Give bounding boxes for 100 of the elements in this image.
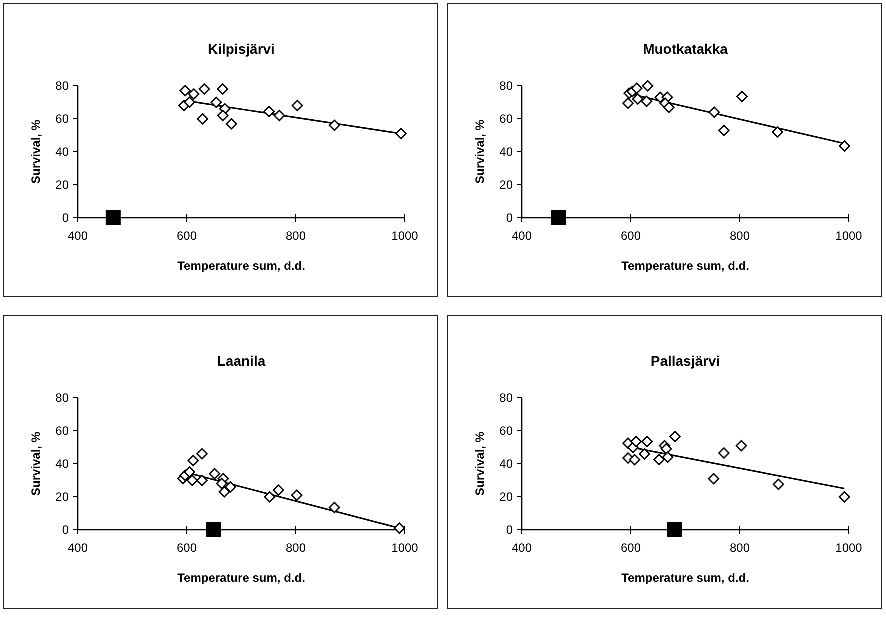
y-tick-label: 0 [62,211,70,226]
point [197,113,209,125]
y-tick-label: 40 [500,457,514,472]
point [210,96,222,108]
y-tick-label: 20 [56,490,70,504]
point [838,140,850,152]
x-axis-title: Temperature sum, d.d. [622,571,750,585]
y-axis-title: Survival, % [473,432,487,496]
point [224,481,236,493]
chart-title: Kilpisjärvi [208,41,275,57]
point [264,106,275,118]
x-axis-title: Temperature sum, d.d. [178,571,306,585]
y-tick-label: 40 [56,145,70,160]
point [708,473,720,485]
point [551,210,566,226]
point [772,478,784,490]
y-tick-label: 40 [56,457,70,472]
point [622,98,634,110]
point [718,448,730,459]
point [631,82,643,94]
x-tick-label: 600 [176,229,198,243]
point [328,120,340,132]
point [838,491,850,503]
point [395,128,407,140]
point [226,118,238,130]
point [630,436,642,448]
point [217,84,229,95]
x-axis-title: Temperature sum, d.d. [178,259,306,273]
y-tick-label: 80 [56,79,70,94]
x-tick-label: 800 [730,541,750,555]
x-tick-label: 1000 [392,229,419,243]
y-tick-label: 60 [500,424,514,438]
point [180,85,192,97]
point [772,126,784,138]
point [188,88,200,100]
x-tick-label: 600 [620,541,642,555]
point [217,110,229,122]
point [328,502,340,514]
point [736,91,748,102]
point [184,96,196,108]
y-tick-label: 80 [500,391,514,406]
point [206,522,222,538]
x-tick-label: 600 [620,229,642,243]
y-tick-label: 60 [56,424,70,438]
point [264,491,276,503]
y-tick-label: 20 [500,490,514,504]
y-tick-label: 80 [500,79,514,94]
point [274,110,286,122]
point [218,486,230,498]
x-axis-title: Temperature sum, d.d. [622,259,750,273]
x-tick-label: 800 [286,541,306,555]
point [106,210,121,226]
x-tick-label: 400 [68,229,88,243]
point [654,454,666,466]
point [209,468,220,480]
x-tick-label: 400 [68,541,88,555]
point [669,431,681,442]
point [660,443,672,455]
point [642,80,654,92]
point [184,466,196,478]
chart-title: Muotkatakka [643,41,728,57]
point [718,124,730,136]
point [198,84,210,95]
point [642,436,654,448]
y-tick-label: 0 [506,523,514,538]
y-tick-label: 20 [500,178,514,192]
point [188,455,200,466]
point [663,102,675,114]
point [641,96,653,108]
point [196,448,208,460]
point [632,94,644,105]
x-tick-label: 800 [286,229,306,243]
y-tick-label: 0 [62,523,70,538]
x-tick-label: 1000 [836,541,863,555]
point [292,100,304,112]
point [394,522,406,534]
point [186,474,198,486]
x-tick-label: 400 [512,541,532,555]
point [667,522,682,538]
y-axis-title: Survival, % [29,120,43,184]
chart-title: Pallasjärvi [650,353,720,369]
point [708,106,720,118]
x-tick-label: 600 [176,541,198,555]
point [216,478,228,490]
point [638,448,650,460]
x-tick-label: 1000 [836,229,863,243]
point [629,454,641,466]
y-tick-label: 20 [56,178,70,192]
chart-title: Laanila [217,353,266,369]
y-tick-label: 60 [56,112,70,126]
point [736,440,748,452]
y-tick-label: 0 [506,211,514,226]
y-axis-title: Survival, % [29,432,43,496]
y-tick-label: 40 [500,145,514,160]
y-tick-label: 60 [500,112,514,126]
point [272,484,284,496]
point [662,452,674,464]
x-tick-label: 1000 [392,541,419,555]
y-axis-title: Survival, % [473,120,487,184]
point [196,474,208,486]
